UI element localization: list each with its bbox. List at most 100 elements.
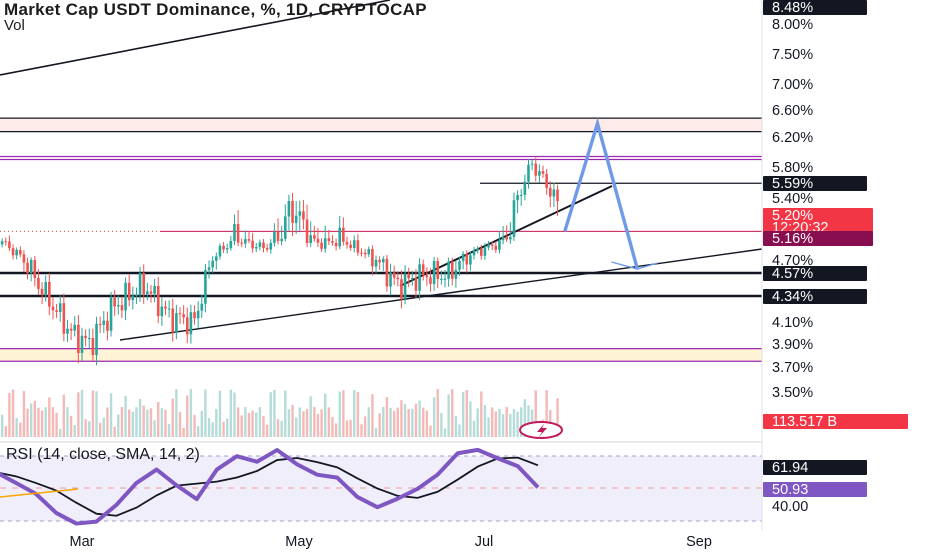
- support-trendline: [119, 296, 421, 341]
- price-badge: [763, 208, 873, 223]
- volume-bar: [411, 408, 414, 437]
- candle-body: [109, 297, 113, 331]
- volume-bar: [461, 392, 465, 437]
- candle-body: [530, 163, 534, 165]
- volume-bar: [44, 407, 47, 437]
- volume-bar: [327, 407, 331, 437]
- candle-body: [175, 313, 178, 333]
- candle-body: [440, 278, 443, 280]
- volume-bar: [313, 407, 316, 437]
- rsi-line: [0, 447, 540, 526]
- candle-body: [142, 272, 146, 295]
- candle-body: [505, 236, 509, 240]
- volume-bar: [48, 397, 51, 437]
- candle-body: [254, 247, 258, 249]
- volume-bar: [440, 413, 443, 437]
- volume-bar: [164, 409, 167, 437]
- volume-bar: [8, 393, 11, 437]
- volume-bar: [80, 389, 84, 437]
- candle-body: [309, 235, 312, 244]
- candle-body: [447, 261, 450, 279]
- rsi-label: RSI (14, close, SMA, 14, 2): [6, 446, 200, 463]
- volume-bar: [400, 400, 403, 437]
- zones-layer: [0, 118, 762, 362]
- price-tick-label: 6.20%: [772, 130, 813, 146]
- candle-body: [269, 242, 273, 250]
- volume-bar: [436, 389, 439, 437]
- candle-body: [389, 272, 392, 287]
- candle-body: [193, 312, 196, 319]
- candle-body: [436, 260, 440, 279]
- volume-bar: [240, 415, 243, 437]
- volume-bar: [498, 408, 501, 437]
- candle-body: [349, 244, 352, 249]
- candle-body: [450, 261, 454, 279]
- volume-bar: [320, 409, 323, 437]
- price-badge-text: 8.48%: [772, 0, 813, 16]
- volume-bar: [95, 391, 98, 437]
- volume-bar: [251, 410, 254, 437]
- candle-body: [367, 249, 371, 255]
- candle-body: [276, 231, 280, 242]
- price-tick-label: 4.70%: [772, 253, 813, 269]
- volume-bar: [284, 390, 287, 437]
- volume-bar: [291, 404, 294, 437]
- volume-bar: [324, 393, 327, 437]
- candle-body: [211, 260, 214, 268]
- volume-bar: [407, 408, 410, 437]
- rsi-badge-text: 61.94: [772, 460, 808, 476]
- volume-bar: [131, 411, 135, 437]
- lightning-icon: [537, 424, 547, 437]
- volume-bar: [186, 395, 189, 437]
- volume-bar: [262, 415, 265, 437]
- volume-bar: [465, 389, 468, 437]
- candle-body: [0, 241, 4, 245]
- candle-body: [371, 249, 374, 267]
- candle-body: [385, 258, 389, 287]
- volume-bar: [182, 427, 185, 437]
- candles-layer: [0, 157, 559, 366]
- candle-body: [490, 244, 494, 246]
- candle-body: [229, 240, 233, 249]
- candle-body: [320, 242, 323, 249]
- candle-body: [465, 253, 469, 265]
- candle-body: [80, 335, 84, 353]
- volume-bar: [523, 399, 527, 437]
- candle-body: [62, 303, 66, 334]
- candle-body: [102, 320, 106, 325]
- candle-body: [185, 317, 189, 335]
- volume-bar: [556, 398, 559, 437]
- candle-body: [29, 259, 33, 274]
- candle-body: [146, 291, 149, 295]
- projection-path: [563, 117, 640, 270]
- price-tick-label: 3.70%: [772, 360, 813, 376]
- volume-bar: [338, 391, 341, 437]
- volume-label: Vol: [4, 17, 25, 34]
- volume-bar: [19, 422, 22, 437]
- volume-bar: [396, 407, 400, 437]
- candle-body: [396, 277, 400, 280]
- price-badge-text: 113.517 B: [772, 414, 837, 430]
- rsi-tick-label: 40.00: [772, 499, 808, 515]
- rsi-orange-segment: [0, 488, 79, 498]
- candle-body: [156, 285, 160, 317]
- volume-bar: [207, 418, 211, 437]
- candle-body: [233, 223, 236, 241]
- candle-body: [164, 306, 167, 309]
- volume-bar: [196, 426, 200, 437]
- candle-body: [240, 242, 244, 244]
- volume-bar: [371, 394, 374, 437]
- volume-bar: [117, 414, 120, 437]
- volume-bar: [360, 424, 363, 437]
- candle-body: [280, 238, 283, 242]
- volume-bar: [84, 419, 87, 437]
- candle-body: [69, 328, 73, 331]
- volume-bar: [258, 407, 262, 437]
- candle-body: [215, 256, 218, 261]
- candle-body: [189, 312, 193, 335]
- candle-body: [327, 238, 331, 242]
- price-tick-label: 5.40%: [772, 191, 813, 207]
- volume-bar: [367, 407, 370, 437]
